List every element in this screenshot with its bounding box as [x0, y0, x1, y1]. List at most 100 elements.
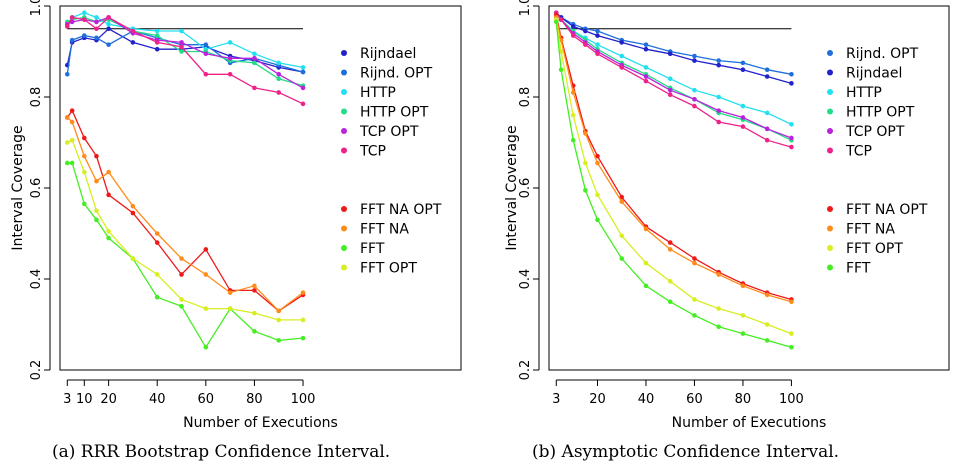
data-point — [106, 42, 111, 47]
series-tcp — [64, 15, 306, 107]
series-tcp — [553, 10, 794, 150]
data-point — [69, 119, 75, 125]
data-point — [69, 108, 75, 113]
data-point — [300, 317, 306, 323]
data-point — [692, 96, 697, 102]
data-point — [619, 65, 625, 70]
data-point — [595, 33, 600, 38]
data-point — [667, 51, 673, 57]
data-point — [619, 194, 625, 200]
data-point — [94, 153, 99, 159]
legend-label: HTTP — [360, 85, 396, 101]
legend-label: Rijnd. OPT — [846, 46, 919, 62]
x-tick-label: 40 — [149, 392, 166, 407]
data-point — [570, 90, 576, 95]
data-point — [692, 260, 697, 266]
data-point — [276, 338, 282, 343]
x-tick-label: 100 — [779, 392, 804, 407]
data-point — [595, 28, 600, 34]
x-tick-label: 100 — [291, 392, 316, 407]
data-point — [179, 40, 184, 45]
legend-marker — [341, 264, 347, 271]
data-point — [595, 160, 600, 166]
data-point — [716, 306, 721, 311]
data-point — [789, 331, 794, 336]
data-point — [764, 126, 770, 132]
data-point — [740, 103, 746, 109]
data-point — [94, 35, 99, 41]
data-point — [740, 67, 746, 72]
series-fft-na — [64, 115, 306, 314]
data-point — [558, 67, 564, 72]
data-point — [764, 338, 770, 343]
data-point — [300, 69, 306, 75]
data-point — [570, 24, 576, 29]
data-point — [619, 256, 625, 261]
y-tick-label: 0.2 — [518, 360, 533, 381]
data-point — [764, 137, 770, 143]
data-point — [764, 67, 770, 72]
data-point — [69, 137, 75, 143]
y-tick-label: 0.4 — [518, 269, 533, 290]
x-tick-label: 20 — [589, 392, 606, 407]
y-tick-label: 0.2 — [29, 360, 44, 381]
data-point — [716, 108, 721, 113]
data-point — [276, 317, 282, 323]
data-point — [82, 169, 87, 175]
data-point — [64, 24, 70, 29]
data-point — [82, 10, 87, 16]
data-point — [643, 226, 649, 232]
data-point — [94, 208, 99, 214]
data-point — [69, 37, 75, 43]
series-line — [66, 109, 304, 312]
data-point — [252, 85, 257, 91]
series-fft — [553, 19, 794, 350]
legend-upper: Rijndael Rijnd. OPT HTTP HTTP OPT TCP OPT TCP — [341, 46, 433, 160]
legend-marker — [827, 50, 833, 56]
legend-upper: Rijnd. OPT Rijndael HTTP HTTP OPT TCP OPT TCP — [827, 46, 919, 160]
data-point — [740, 283, 746, 289]
data-point — [179, 256, 184, 261]
data-point — [667, 278, 673, 284]
data-point — [82, 153, 87, 159]
series-line — [555, 12, 792, 75]
data-point — [203, 344, 209, 350]
data-point — [619, 233, 625, 239]
series-line — [555, 12, 792, 141]
data-point — [667, 87, 673, 93]
data-point — [740, 313, 746, 318]
data-point — [643, 42, 649, 47]
data-point — [154, 33, 160, 38]
data-point — [789, 299, 794, 305]
data-point — [716, 119, 721, 125]
x-tick-label: 80 — [246, 392, 263, 407]
series-line — [555, 14, 792, 301]
data-point — [203, 42, 209, 47]
data-point — [595, 192, 600, 198]
data-point — [692, 313, 697, 318]
series-http-opt — [553, 10, 794, 143]
data-point — [69, 160, 75, 166]
plot-frame — [59, 5, 462, 371]
chart-a: 0.2 0.4 0.6 0.8 1.0 3 10 20 40 60 80 100 Number of E… — [10, 0, 462, 431]
series-http — [553, 10, 794, 127]
data-point — [69, 15, 75, 20]
data-point — [82, 33, 87, 38]
data-point — [252, 310, 257, 316]
series-line — [555, 12, 792, 139]
data-point — [82, 17, 87, 22]
series-fft-na-opt — [64, 108, 306, 314]
legend-label: Rijnd. OPT — [360, 66, 433, 82]
data-point — [130, 40, 136, 45]
series-line — [555, 12, 792, 85]
series-line — [66, 16, 304, 105]
chart-b: 0.2 0.4 0.6 0.8 1.0 3 20 40 60 80 100 Number of Exe… — [504, 0, 950, 431]
data-point — [558, 17, 564, 22]
x-tick-label: 60 — [686, 392, 703, 407]
data-point — [570, 137, 576, 143]
data-point — [789, 344, 794, 350]
legend-marker — [827, 108, 833, 115]
data-point — [203, 247, 209, 252]
data-point — [94, 19, 99, 25]
legend-marker — [827, 264, 833, 271]
